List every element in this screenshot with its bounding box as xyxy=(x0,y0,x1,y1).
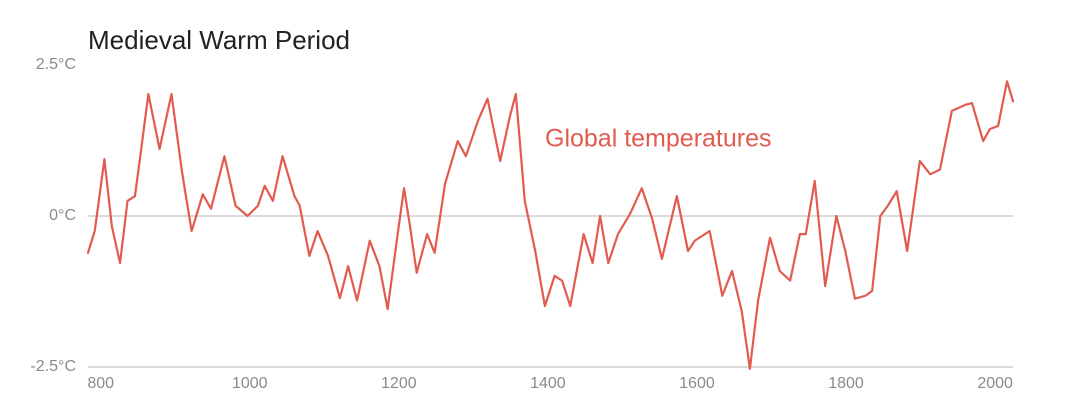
y-tick-label: 0°C xyxy=(49,207,76,224)
x-tick-label: 2000 xyxy=(977,375,1013,392)
x-tick-label: 1800 xyxy=(828,375,864,392)
chart-title: Medieval Warm Period xyxy=(88,25,350,55)
y-tick-label: -2.5°C xyxy=(30,358,76,375)
x-tick-label: 1400 xyxy=(530,375,566,392)
x-tick-label: 1200 xyxy=(381,375,417,392)
annotation: Global temperatures xyxy=(545,125,772,153)
x-tick-label: 1600 xyxy=(679,375,715,392)
y-tick-label: 2.5°C xyxy=(36,56,76,73)
temperature-line xyxy=(86,80,1015,370)
x-tick-label: 800 xyxy=(87,375,114,392)
x-tick-label: 1000 xyxy=(232,375,268,392)
